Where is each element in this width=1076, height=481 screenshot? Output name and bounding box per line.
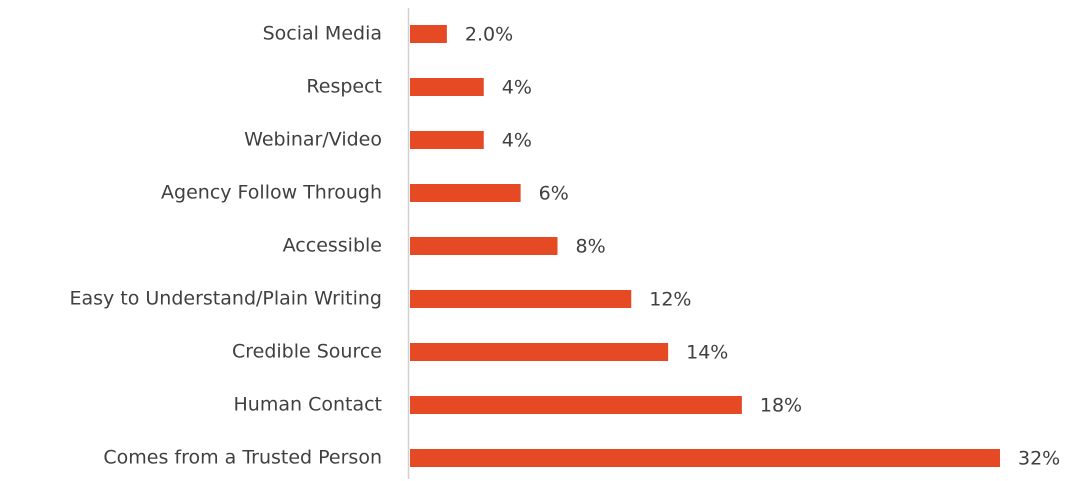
category-label: Respect bbox=[306, 76, 382, 98]
category-label: Comes from a Trusted Person bbox=[103, 447, 382, 469]
bar bbox=[410, 237, 558, 255]
value-label: 2.0% bbox=[465, 24, 513, 46]
value-label: 14% bbox=[686, 342, 728, 364]
value-label: 4% bbox=[502, 130, 532, 152]
value-label: 8% bbox=[576, 236, 606, 258]
category-label: Credible Source bbox=[232, 341, 382, 363]
value-label: 32% bbox=[1018, 448, 1060, 470]
bar bbox=[410, 449, 1000, 467]
category-label: Agency Follow Through bbox=[161, 182, 382, 204]
value-label: 12% bbox=[649, 289, 691, 311]
bar bbox=[410, 396, 742, 414]
bar bbox=[410, 25, 447, 43]
category-label: Accessible bbox=[283, 235, 382, 257]
bar bbox=[410, 290, 632, 308]
category-label: Social Media bbox=[263, 23, 382, 45]
category-label: Webinar/Video bbox=[244, 129, 382, 151]
category-label: Human Contact bbox=[234, 394, 382, 416]
bar bbox=[410, 131, 484, 149]
bar bbox=[410, 184, 521, 202]
category-label: Easy to Understand/Plain Writing bbox=[69, 288, 382, 310]
bar bbox=[410, 78, 484, 96]
value-label: 6% bbox=[539, 183, 569, 205]
bar bbox=[410, 343, 669, 361]
value-label: 18% bbox=[760, 395, 802, 417]
value-label: 4% bbox=[502, 77, 532, 99]
